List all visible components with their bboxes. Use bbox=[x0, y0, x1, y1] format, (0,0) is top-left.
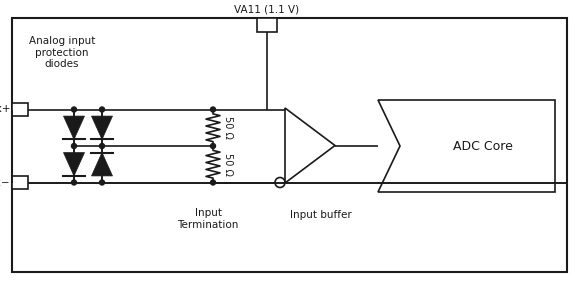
Polygon shape bbox=[64, 153, 85, 176]
Text: INx−: INx− bbox=[0, 178, 10, 187]
Text: Analog input
protection
diodes: Analog input protection diodes bbox=[29, 36, 95, 69]
Circle shape bbox=[100, 180, 104, 185]
Circle shape bbox=[211, 143, 215, 149]
Circle shape bbox=[71, 143, 76, 149]
Text: 50 Ω: 50 Ω bbox=[223, 116, 233, 139]
Polygon shape bbox=[64, 116, 85, 139]
Text: Input buffer: Input buffer bbox=[290, 210, 352, 220]
Circle shape bbox=[211, 180, 215, 185]
Text: 50 Ω: 50 Ω bbox=[223, 153, 233, 176]
Text: ADC Core: ADC Core bbox=[453, 139, 512, 153]
Text: INx+: INx+ bbox=[0, 105, 10, 114]
Bar bbox=[12, 176, 28, 189]
Bar bbox=[257, 18, 277, 32]
Circle shape bbox=[100, 143, 104, 149]
Polygon shape bbox=[91, 116, 112, 139]
Polygon shape bbox=[91, 153, 112, 176]
Bar bbox=[12, 103, 28, 116]
Circle shape bbox=[71, 107, 76, 112]
Circle shape bbox=[71, 180, 76, 185]
Bar bbox=[12, 18, 567, 272]
Text: VA11 (1.1 V): VA11 (1.1 V) bbox=[234, 5, 299, 15]
Circle shape bbox=[211, 107, 215, 112]
Text: Input
Termination: Input Termination bbox=[177, 208, 239, 229]
Circle shape bbox=[100, 107, 104, 112]
